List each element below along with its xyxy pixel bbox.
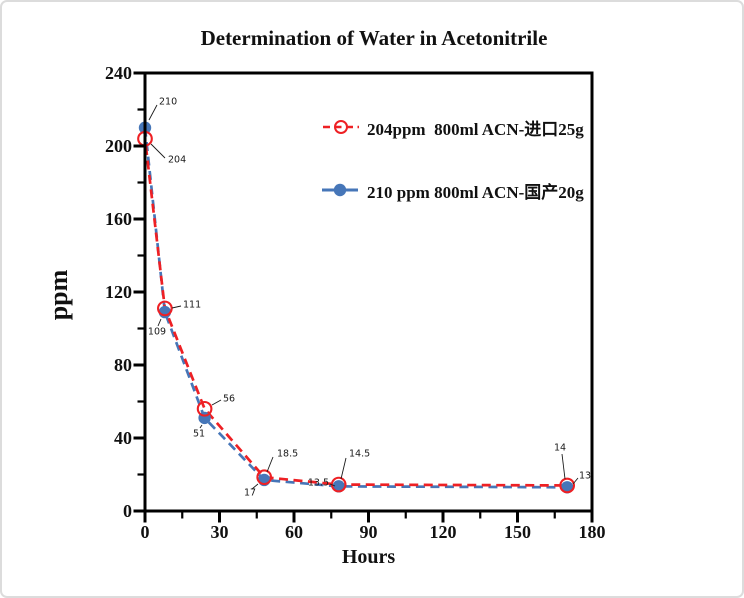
leader-line <box>157 318 162 327</box>
y-tick-label: 160 <box>105 209 132 229</box>
y-tick-label: 40 <box>114 428 132 448</box>
leader-line <box>150 143 166 159</box>
leader-line <box>211 399 222 406</box>
leader-line <box>199 424 203 429</box>
leader-line <box>340 457 347 480</box>
point-label: 17 <box>244 488 256 499</box>
y-tick-label: 240 <box>105 63 132 83</box>
leader-line <box>572 477 579 485</box>
legend-label-204ppm: 204ppm 800ml ACN-进口25g <box>367 119 584 139</box>
plot-border <box>143 71 594 513</box>
marker-open-circle <box>196 400 213 417</box>
point-label: 14 <box>554 443 566 454</box>
y-tick-label: 0 <box>123 501 132 521</box>
point-label: 14.5 <box>349 449 370 460</box>
y-tick-label: 200 <box>105 136 132 156</box>
y-axis-label: ppm <box>44 269 73 321</box>
x-tick-label: 30 <box>211 522 229 542</box>
leader-line <box>148 104 158 121</box>
series-line-1 <box>143 127 568 489</box>
x-tick-label: 90 <box>360 522 378 542</box>
series-line-0 <box>143 138 568 487</box>
y-tick-label: 120 <box>105 282 132 302</box>
x-tick-label: 120 <box>430 522 457 542</box>
point-label: 51 <box>193 429 205 440</box>
x-axis-label: Hours <box>341 546 396 568</box>
point-label: 111 <box>183 300 201 311</box>
legend-item-204ppm: 204ppm 800ml ACN-进口25g <box>322 114 584 140</box>
point-label: 56 <box>223 394 235 405</box>
leader-line <box>171 305 182 309</box>
legend-item-210ppm: 210 ppm 800ml ACN-国产20g <box>322 177 584 203</box>
blue-line-filled-circle-icon <box>322 183 358 197</box>
point-label: 109 <box>148 327 166 338</box>
legend-label-210ppm: 210 ppm 800ml ACN-国产20g <box>367 182 584 202</box>
x-tick-label: 180 <box>579 522 606 542</box>
x-tick-label: 0 <box>141 522 150 542</box>
leader-line <box>266 456 274 473</box>
leader-line <box>251 483 259 490</box>
marker-open-circle <box>559 477 576 494</box>
point-label: 13 <box>579 471 591 482</box>
marker-open-circle <box>256 469 273 486</box>
x-tick-label: 150 <box>504 522 531 542</box>
y-tick-label: 80 <box>114 355 132 375</box>
point-label: 18.5 <box>277 449 298 460</box>
point-label: 13.5 <box>308 478 329 489</box>
point-label: 204 <box>168 155 186 166</box>
legend: 204ppm 800ml ACN-进口25g 210 ppm 800ml ACN… <box>322 114 584 203</box>
x-tick-label: 60 <box>285 522 303 542</box>
leader-line <box>329 483 336 487</box>
chart-title: Determination of Water in Acetonitrile <box>200 26 548 50</box>
marker-open-circle <box>157 300 173 317</box>
marker-filled-circle <box>158 305 172 319</box>
leader-line <box>561 453 566 480</box>
point-label: 210 <box>159 97 177 108</box>
red-dashed-open-circle-icon <box>323 120 359 134</box>
